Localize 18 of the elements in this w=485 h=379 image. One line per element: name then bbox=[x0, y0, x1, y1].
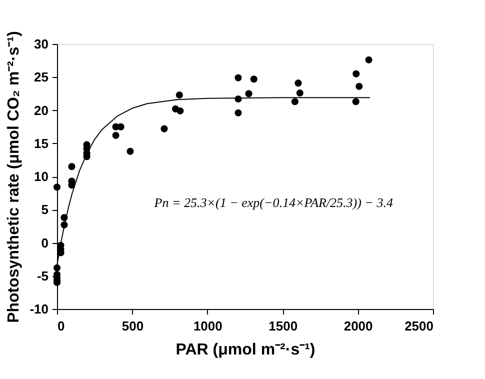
y-tick-label: 0 bbox=[41, 235, 48, 250]
x-tick-label: 0 bbox=[58, 318, 65, 334]
x-tick-label: 500 bbox=[122, 318, 144, 334]
x-tick-label: 1500 bbox=[268, 318, 298, 334]
y-tick-label: 15 bbox=[34, 136, 48, 151]
y-tick-label: -10 bbox=[30, 302, 48, 316]
y-tick-label: -5 bbox=[36, 268, 48, 284]
y-tick-label: 30 bbox=[34, 36, 48, 52]
x-tick-label: 2500 bbox=[404, 318, 434, 334]
y-tick-label: 20 bbox=[34, 102, 48, 118]
x-axis-title: PAR (μmol m⁻²·s⁻¹) bbox=[176, 342, 316, 358]
x-tick-label: 1000 bbox=[193, 318, 222, 334]
y-tick-label: 5 bbox=[41, 202, 48, 218]
y-tick-label: 25 bbox=[34, 70, 48, 85]
x-tick-label: 2000 bbox=[344, 318, 373, 334]
y-axis-title: Photosynthetic rate (μmol CO₂ m⁻²·s⁻¹) bbox=[6, 31, 23, 323]
annotation: Pn = 25.3×(1 − exp(−0.14×PAR/25.3)) − 3.4 bbox=[153, 195, 394, 210]
y-tick-label: 10 bbox=[34, 169, 48, 184]
